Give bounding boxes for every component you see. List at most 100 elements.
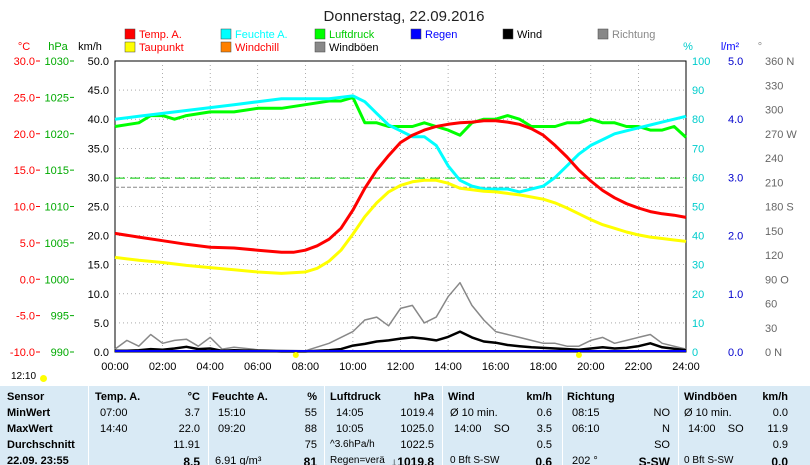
press-tick-label: 1025 bbox=[45, 92, 69, 104]
axes: 30.025.020.015.010.05.00.0-5.0-10.010301… bbox=[10, 56, 797, 373]
rain-tick-label: 4.0 bbox=[728, 114, 743, 126]
pressure-min-time: 14:05 bbox=[336, 407, 364, 419]
time-tick-label: 18:00 bbox=[529, 361, 557, 373]
series-line-tempa bbox=[114, 119, 687, 254]
temp-unit: °C bbox=[187, 391, 200, 403]
legend-swatch bbox=[410, 28, 422, 40]
time-tick-label: 20:00 bbox=[577, 361, 605, 373]
unit-press: hPa bbox=[48, 41, 68, 53]
hum-tick-label: 20 bbox=[692, 289, 704, 301]
direction-min-value: NO bbox=[653, 407, 671, 419]
hum-tick-label: 50 bbox=[692, 202, 704, 214]
pressure-header: Luftdruck bbox=[330, 391, 381, 403]
direction-current-value: S-SW bbox=[638, 455, 670, 465]
humidity-min-value: 55 bbox=[304, 407, 317, 419]
legend-swatch bbox=[124, 41, 136, 53]
dir-tick-label: 120 bbox=[765, 250, 783, 262]
rain-tick-label: 0.0 bbox=[728, 347, 743, 359]
legend-swatch bbox=[502, 28, 514, 40]
hum-tick-label: 70 bbox=[692, 143, 704, 155]
temp-tick-label: 30.0 bbox=[14, 56, 35, 68]
gust-avg-label: Ø 10 min. bbox=[684, 407, 732, 419]
time-marker bbox=[292, 352, 299, 358]
time-tick-label: 10:00 bbox=[339, 361, 367, 373]
series-line-taupunkt bbox=[114, 178, 687, 275]
temp-header: Temp. A. bbox=[95, 391, 141, 403]
wind-unit: km/h bbox=[526, 391, 552, 403]
dir-tick-label: 90 O bbox=[765, 274, 789, 286]
humidity-max-value: 88 bbox=[304, 423, 317, 435]
time-bar: 12:10 bbox=[0, 371, 810, 385]
pressure-min-value: 1019.4 bbox=[400, 407, 434, 419]
time-tick-label: 00:00 bbox=[101, 361, 129, 373]
time-tick-label: 22:00 bbox=[625, 361, 653, 373]
time-tick-label: 12:00 bbox=[387, 361, 415, 373]
dir-tick-label: 150 bbox=[765, 226, 783, 238]
unit-dir: ° bbox=[758, 41, 762, 53]
time-tick-label: 04:00 bbox=[196, 361, 224, 373]
series-line-luftdruck bbox=[114, 95, 688, 139]
legend-label: Windböen bbox=[329, 42, 379, 54]
wind-tick-label: 35.0 bbox=[88, 143, 109, 155]
temp-avg-value: 11.91 bbox=[173, 439, 200, 451]
time-marker bbox=[575, 352, 582, 358]
time-tick-label: 02:00 bbox=[149, 361, 177, 373]
temp-current-value: 8.5 bbox=[183, 455, 200, 465]
direction-max-time: 06:10 bbox=[572, 423, 600, 435]
gust-unit: km/h bbox=[762, 391, 788, 403]
time-tick-label: 08:00 bbox=[292, 361, 320, 373]
temp-column: Temp. A. °C 07:00 3.7 14:40 22.0 11.91 8… bbox=[88, 386, 208, 465]
wind-tick-label: 45.0 bbox=[88, 85, 109, 97]
press-tick-label: 1015 bbox=[45, 165, 69, 177]
dir-tick-label: 240 bbox=[765, 153, 783, 165]
legend-label: Wind bbox=[517, 29, 542, 41]
dir-tick-label: 180 S bbox=[765, 202, 794, 214]
dir-tick-label: 210 bbox=[765, 177, 783, 189]
legend-swatch bbox=[597, 28, 609, 40]
press-tick-label: 1020 bbox=[45, 129, 69, 141]
legend-label: Luftdruck bbox=[329, 29, 375, 41]
rain-tick-label: 2.0 bbox=[728, 231, 743, 243]
humidity-column: Feuchte A. % 15:10 55 09:20 88 75 6.91 g… bbox=[208, 386, 324, 465]
gust-min-value: 0.0 bbox=[772, 407, 788, 419]
direction-min-time: 08:15 bbox=[572, 407, 600, 419]
gust-current-value: 0.0 bbox=[771, 455, 788, 465]
wind-avg-value: 0.5 bbox=[536, 439, 552, 451]
humidity-header: Feuchte A. bbox=[212, 391, 268, 403]
gust-avg-value: 0.9 bbox=[772, 439, 788, 451]
wind-header: Wind bbox=[448, 391, 475, 403]
current-time-label: 12:10 bbox=[11, 371, 37, 382]
temp-tick-label: 15.0 bbox=[14, 165, 35, 177]
legend-label: Feuchte A. bbox=[235, 29, 288, 41]
humidity-unit: % bbox=[307, 391, 317, 403]
press-tick-label: 1010 bbox=[45, 202, 69, 214]
legend: Temp. A. Feuchte A. Luftdruck Regen Wind Rich… bbox=[124, 28, 655, 54]
statistics-table: Sensor MinWert MaxWert Durchschnitt 22.0… bbox=[0, 386, 810, 465]
row-label-current: 22.09. 23:55 bbox=[7, 455, 69, 465]
unit-hum: % bbox=[683, 41, 693, 53]
time-tick-label: 16:00 bbox=[482, 361, 510, 373]
legend-swatch bbox=[220, 28, 232, 40]
wind-min-value: 0.6 bbox=[536, 407, 552, 419]
direction-column: Richtung 08:15 NO 06:10 N SO 202 ° S-SW bbox=[562, 386, 678, 465]
direction-header: Richtung bbox=[567, 391, 615, 403]
plot-area bbox=[114, 94, 688, 358]
sensor-header: Sensor bbox=[7, 391, 45, 403]
dir-tick-label: 300 bbox=[765, 105, 783, 117]
row-label-max: MaxWert bbox=[7, 423, 53, 435]
gust-max-time: 14:00 SO bbox=[688, 423, 744, 435]
hum-tick-label: 90 bbox=[692, 85, 704, 97]
legend-label: Richtung bbox=[612, 29, 655, 41]
wind-current-value: 0.6 bbox=[535, 455, 552, 465]
unit-rain: l/m² bbox=[721, 41, 740, 53]
dir-tick-label: 0 N bbox=[765, 347, 782, 359]
time-tick-label: 14:00 bbox=[434, 361, 462, 373]
unit-wind: km/h bbox=[78, 41, 102, 53]
temp-tick-label: -10.0 bbox=[10, 347, 35, 359]
hum-tick-label: 80 bbox=[692, 114, 704, 126]
gust-header: Windböen bbox=[684, 391, 738, 403]
rain-tick-label: 5.0 bbox=[728, 56, 743, 68]
wind-tick-label: 40.0 bbox=[88, 114, 109, 126]
wind-column: Wind km/h Ø 10 min. 0.6 14:00 SO 3.5 0.5… bbox=[442, 386, 562, 465]
humidity-max-time: 09:20 bbox=[218, 423, 246, 435]
